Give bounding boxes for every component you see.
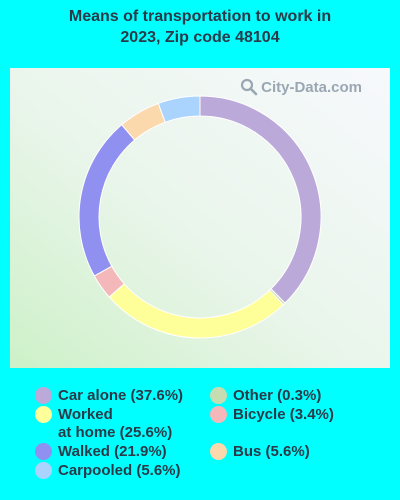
donut-slice-4 (78, 124, 136, 277)
watermark: City-Data.com (240, 78, 362, 96)
donut-slice-0 (199, 95, 322, 304)
chart-title: Means of transportation to work in 2023,… (68, 8, 332, 46)
donut-slice-6 (157, 95, 201, 123)
magnifier-icon (241, 78, 258, 96)
donut-slice-2 (108, 283, 285, 339)
watermark-text: City-Data.com (261, 78, 362, 96)
